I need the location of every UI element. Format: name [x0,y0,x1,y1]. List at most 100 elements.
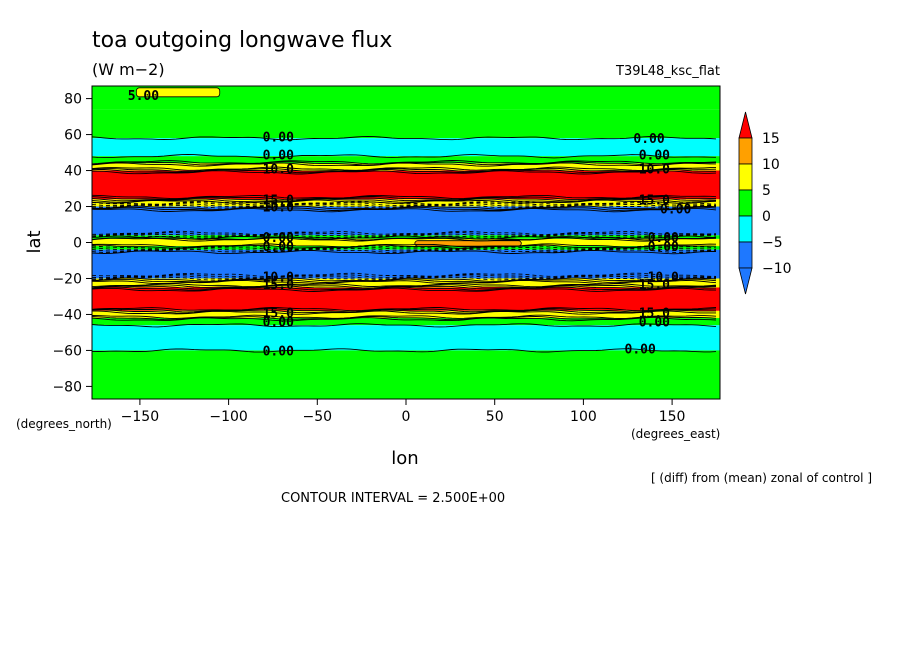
x-tick-label-6: 150 [659,409,686,425]
contour-line-23 [91,233,717,238]
zonal-band-0 [92,86,720,110]
colorbar: 15 10 5 0 −5 −10 [738,111,792,295]
y-unit-label: (degrees_north) [16,417,112,431]
contour-label-22: 0.00 [639,316,670,331]
contour-label-16: 10.0 [648,271,679,286]
contour-line-15 [91,202,717,207]
contour-label-13: 0.00 [263,240,294,255]
contour-line-16 [91,203,716,208]
zonal-band-17 [92,350,720,399]
x-axis-label: lon [391,448,418,469]
x-tick-label-5: 100 [570,409,597,425]
zonal-band-12 [92,278,720,288]
colorbar-box-3 [738,163,753,191]
y-tick-label-8: 80 [64,92,82,108]
zonal-band-7 [92,206,720,236]
contour-line-17 [91,204,717,209]
x-axis: −150 −100 −50 0 50 100 150 [121,399,686,425]
contour-label-7: 15.0 [263,193,294,208]
y-tick-label-3: −20 [52,271,82,287]
contour-line-40 [91,278,717,283]
contour-label-17: 15.0 [263,278,294,293]
colorbar-label-4: 10 [762,157,780,173]
contour-label-8: 15.0 [639,193,670,208]
zonal-band-8 [92,235,720,239]
zonal-band-16 [92,325,720,351]
zonal-band-10 [92,246,720,250]
contour-label-6: 10.0 [639,163,670,178]
contour-line-21 [91,230,717,236]
contour-line-0 [91,136,717,141]
zonal-band-5 [92,170,720,200]
contour-label-4: 0.00 [639,148,670,163]
colorbar-min-arrow [738,267,753,295]
contour-label-0: 5.00 [128,89,159,104]
colorbar-box-0 [738,241,753,269]
diff-note: [ (diff) from (mean) zonal of control ] [651,471,872,485]
contour-line-32 [91,247,717,252]
contour-label-5: 10.0 [263,163,294,178]
contour-line-6 [91,167,717,173]
x-tick-label-1: −100 [209,409,247,425]
colorbar-max-arrow [738,111,753,139]
zonal-band-13 [92,287,720,311]
contour-line-29 [91,244,717,249]
experiment-label: T39L48_ksc_flat [615,64,720,79]
contour-line-36 [91,273,717,279]
contour-label-14: 0.00 [648,240,679,255]
y-tick-label-0: −80 [52,379,82,395]
y-tick-label-6: 40 [64,164,82,180]
y-tick-label-5: 20 [64,200,82,216]
contour-label-12: 0.00 [648,231,679,246]
contour-line-27 [91,237,717,242]
contour-label-23: 0.00 [263,344,294,359]
y-tick-label-2: −40 [52,307,82,323]
colorbar-box-4 [738,137,753,165]
contour-label-20: 15.0 [639,307,670,322]
colorbar-label-5: 15 [762,131,780,147]
zonal-band-9 [92,238,720,247]
chart-title: toa outgoing longwave flux [92,28,392,53]
contour-line-48 [91,308,717,313]
contour-line-5 [91,166,717,171]
x-tick-label-0: −150 [121,409,159,425]
contour-label-11: 0.00 [263,231,294,246]
zonal-band-3 [92,156,720,164]
contour-line-28 [91,243,717,248]
contour-line-54 [91,323,717,328]
contour-label-15: 10.0 [263,271,294,286]
contour-line-8 [92,170,717,175]
zonal-band-11 [92,249,720,279]
zonal-band-14 [92,310,720,319]
zonal-band-15 [92,318,720,326]
y-tick-label-4: 0 [73,236,82,252]
x-tick-label-4: 50 [486,409,504,425]
contour-label-1: 0.00 [263,130,294,145]
contour-line-53 [91,317,717,322]
contour-line-39 [91,277,717,282]
y-axis: −80 −60 −40 −20 0 20 40 60 80 [52,92,92,395]
contour-label-3: 0.00 [263,148,294,163]
contour-line-44 [91,285,717,290]
contour-line-12 [91,198,717,203]
contour-line-38 [91,276,716,281]
contour-line-3 [91,161,717,166]
contour-label-24: 0.00 [625,343,656,358]
contour-line-18 [92,205,717,210]
colorbar-label-1: −5 [762,235,783,251]
contour-label-10: 0.00 [660,202,691,217]
contour-line-55 [91,348,717,353]
contour-line-13 [91,199,717,204]
colorbar-label-0: −10 [762,261,792,277]
contour-line-35 [91,272,717,277]
zonal-band-2 [92,138,720,157]
patch-0 [414,240,522,247]
contour-line-37 [91,275,717,280]
contour-label-9: 10.0 [263,201,294,216]
colorbar-box-2 [738,189,753,217]
y-axis-label: lat [24,230,45,253]
units-label: (W m−2) [92,60,165,79]
